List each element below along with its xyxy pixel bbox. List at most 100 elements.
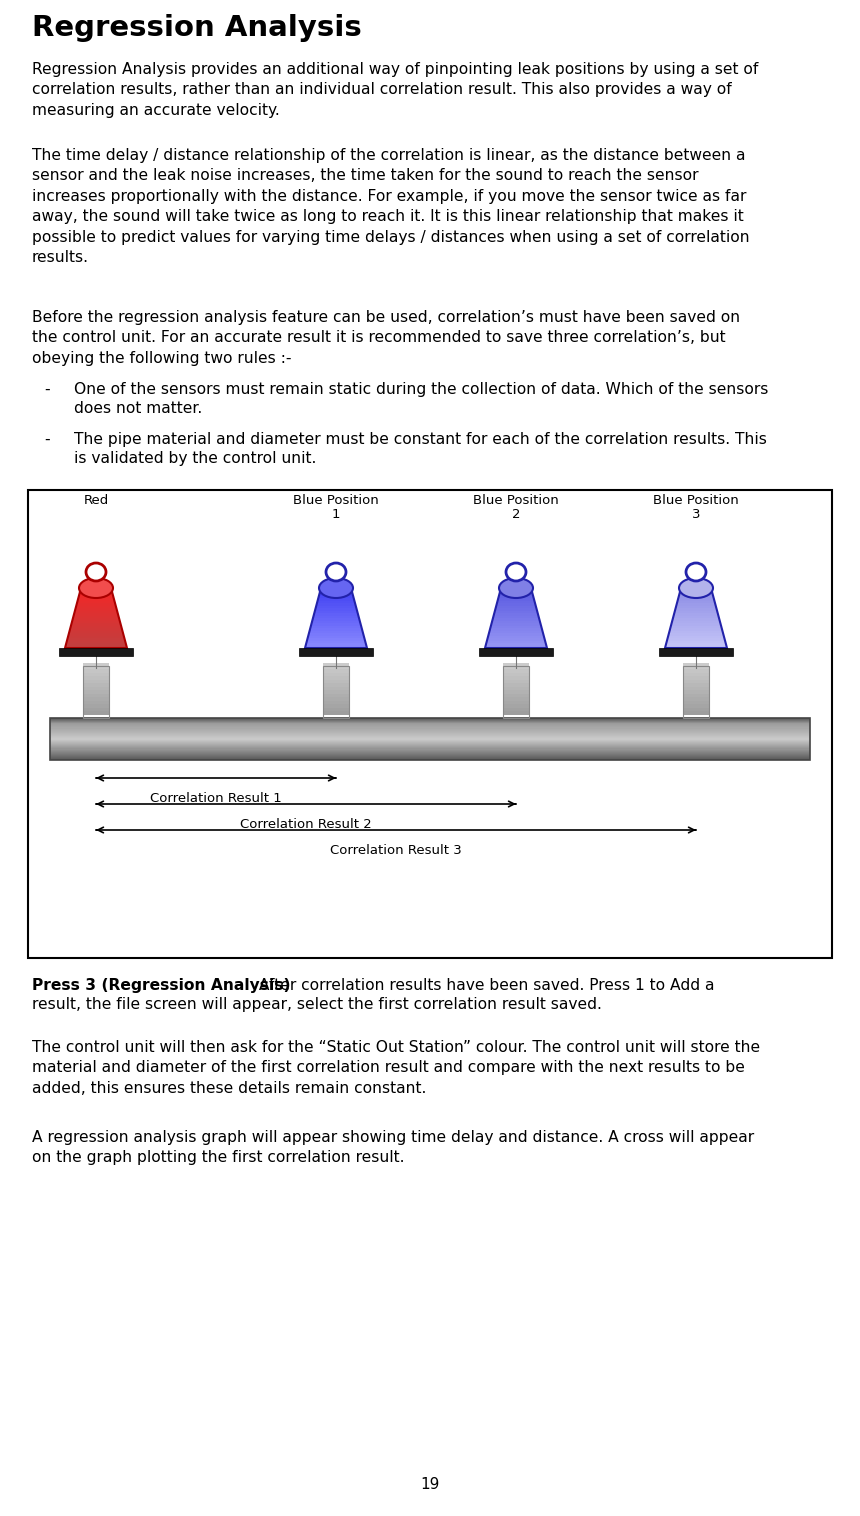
Bar <box>323 700 349 703</box>
Bar <box>503 662 529 666</box>
Bar <box>499 596 533 599</box>
Bar <box>500 593 532 596</box>
Bar <box>323 679 349 684</box>
Bar <box>488 635 544 638</box>
Text: Before the regression analysis feature can be used, correlation’s must have been: Before the regression analysis feature c… <box>32 309 740 365</box>
Bar <box>683 687 709 690</box>
Bar <box>503 673 529 676</box>
Bar <box>487 640 545 644</box>
Bar <box>67 640 125 644</box>
Bar <box>305 647 367 650</box>
Text: Correlation Result 2: Correlation Result 2 <box>240 819 372 831</box>
Bar <box>498 600 534 603</box>
Bar <box>678 600 715 603</box>
Bar <box>683 690 709 694</box>
Bar <box>59 647 133 656</box>
Bar <box>683 670 709 673</box>
Bar <box>495 611 537 614</box>
Text: One of the sensors must remain static during the collection of data. Which of th: One of the sensors must remain static du… <box>74 382 768 397</box>
Bar <box>683 703 709 708</box>
Bar <box>317 603 355 606</box>
Bar <box>81 588 111 591</box>
Bar <box>323 676 349 679</box>
Bar <box>672 623 721 626</box>
Bar <box>673 620 720 623</box>
Bar <box>674 612 717 615</box>
Text: Correlation Result 3: Correlation Result 3 <box>330 844 462 857</box>
Bar <box>316 605 356 608</box>
Bar <box>83 666 109 719</box>
Bar <box>70 631 122 634</box>
Text: Blue Position: Blue Position <box>653 494 739 506</box>
Text: A regression analysis graph will appear showing time delay and distance. A cross: A regression analysis graph will appear … <box>32 1129 754 1166</box>
Bar <box>323 697 349 700</box>
Text: The pipe material and diameter must be constant for each of the correlation resu: The pipe material and diameter must be c… <box>74 432 767 447</box>
Bar <box>494 612 538 615</box>
Bar <box>83 670 109 673</box>
Bar <box>323 711 349 714</box>
Bar <box>496 605 536 608</box>
Bar <box>679 596 713 599</box>
Bar <box>71 626 121 629</box>
Bar <box>503 687 529 690</box>
Bar <box>83 687 109 690</box>
Bar <box>676 608 716 611</box>
Bar <box>65 647 127 650</box>
Bar <box>316 608 356 611</box>
Bar <box>79 596 113 599</box>
Text: 3: 3 <box>691 508 700 522</box>
Bar <box>319 596 353 599</box>
Bar <box>683 697 709 700</box>
Bar <box>683 684 709 687</box>
Bar <box>503 708 529 711</box>
Bar <box>323 708 349 711</box>
Bar <box>308 638 365 641</box>
Bar <box>503 676 529 679</box>
Bar <box>323 690 349 694</box>
Ellipse shape <box>499 578 533 597</box>
Text: -: - <box>44 382 50 397</box>
Bar <box>77 603 115 606</box>
Bar <box>318 597 353 602</box>
Text: Blue Position: Blue Position <box>473 494 559 506</box>
Bar <box>491 626 541 629</box>
Bar <box>83 662 109 666</box>
Text: result, the file screen will appear, select the first correlation result saved.: result, the file screen will appear, sel… <box>32 998 602 1013</box>
Bar <box>501 588 531 591</box>
Bar <box>681 588 711 591</box>
Text: does not matter.: does not matter. <box>74 402 202 415</box>
Bar <box>320 593 353 596</box>
Bar <box>83 694 109 697</box>
Bar <box>666 646 727 649</box>
Bar <box>503 711 529 714</box>
Bar <box>83 690 109 694</box>
Bar <box>310 631 362 634</box>
Text: 2: 2 <box>512 508 520 522</box>
Bar <box>486 646 546 649</box>
Bar <box>503 666 529 670</box>
Bar <box>493 619 539 622</box>
Bar <box>503 679 529 684</box>
Bar <box>77 600 114 603</box>
Bar <box>76 608 116 611</box>
Bar <box>69 634 123 637</box>
Bar <box>71 628 121 631</box>
Bar <box>503 690 529 694</box>
Bar <box>683 711 709 714</box>
Ellipse shape <box>326 562 346 581</box>
Bar <box>323 670 349 673</box>
Bar <box>310 628 362 631</box>
Bar <box>314 615 359 619</box>
Bar <box>313 619 359 622</box>
Bar <box>83 676 109 679</box>
Bar <box>675 611 717 614</box>
Bar <box>315 612 358 615</box>
Bar <box>679 597 714 602</box>
Bar <box>320 591 352 594</box>
Ellipse shape <box>79 578 113 597</box>
Bar <box>659 647 733 656</box>
Bar <box>312 620 359 623</box>
Bar <box>66 643 126 646</box>
Bar <box>665 647 727 650</box>
Bar <box>673 615 718 619</box>
